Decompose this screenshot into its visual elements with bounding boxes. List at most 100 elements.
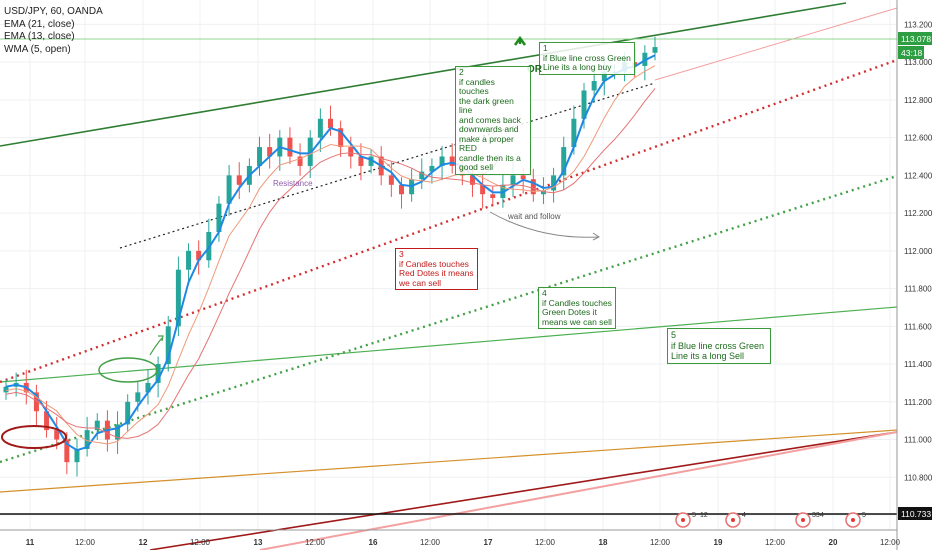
green-trend-line xyxy=(0,306,898,383)
candle xyxy=(115,411,121,454)
note-4-line: Green Dotes it xyxy=(542,307,597,317)
ema21-line xyxy=(5,88,656,439)
x-tick-label: 12:00 xyxy=(650,538,671,547)
legend-symbol[interactable]: USD/JPY, 60, OANDA xyxy=(4,6,103,17)
current-price-badge-text: 113.078 xyxy=(901,34,931,44)
black-dotted-line xyxy=(119,82,656,249)
candle-body xyxy=(155,364,161,383)
note-5-line: if Blue line cross Green xyxy=(671,340,765,351)
event-markers: 5 12 4 33 4 5 xyxy=(675,512,866,528)
current-price-badge-bg xyxy=(898,32,932,45)
candle xyxy=(125,394,131,432)
candle xyxy=(642,45,648,81)
note-1-line: 1 xyxy=(543,43,548,53)
candle-body xyxy=(236,175,242,185)
candle-body xyxy=(135,392,141,402)
note-4-line: means we can sell xyxy=(542,316,612,327)
event-count: 12 xyxy=(700,512,708,519)
candle-body xyxy=(44,411,50,431)
note-4[interactable]: 4 if Candles touches Green Dotes it mean… xyxy=(538,287,616,329)
note-5[interactable]: 5 if Blue line cross Green Line its a lo… xyxy=(667,328,771,364)
candle xyxy=(186,243,192,282)
candle xyxy=(236,162,242,200)
countdown-badge-bg xyxy=(898,46,924,59)
candle-body xyxy=(54,430,60,440)
level-price-badge[interactable]: 110.733 xyxy=(898,507,932,520)
event-marker[interactable]: 5 12 xyxy=(675,512,708,528)
candle xyxy=(33,384,39,426)
candle-body xyxy=(338,128,344,148)
y-tick-label: 113.200 xyxy=(904,20,932,29)
legend-wma5[interactable]: WMA (5, open) xyxy=(4,43,71,55)
countdown-badge-text: 43:18 xyxy=(901,48,923,58)
candle xyxy=(317,108,323,152)
note-1[interactable]: 1 if Blue line cross Green Line its a lo… xyxy=(539,42,635,75)
candle xyxy=(44,400,50,438)
candle-body xyxy=(115,424,121,440)
x-tick-label: 20 xyxy=(829,538,838,547)
drawing-markups xyxy=(1,35,600,449)
candle-body xyxy=(551,175,557,191)
candle-body xyxy=(439,156,445,166)
x-tick-label: 12:00 xyxy=(765,538,786,547)
green-arrow xyxy=(149,337,163,356)
note-3[interactable]: 3 if Candles touches Red Dotes it means … xyxy=(395,248,478,290)
candle-body xyxy=(3,386,9,393)
event-count: 5 xyxy=(862,512,866,519)
candle-body xyxy=(348,147,354,157)
y-tick-label: 111.600 xyxy=(904,322,932,331)
x-tick-label: 18 xyxy=(599,538,608,547)
candle xyxy=(155,356,161,398)
candle-body xyxy=(540,190,546,195)
x-tick-label: 12:00 xyxy=(75,538,96,547)
x-tick-label: 12:00 xyxy=(535,538,556,547)
note-1-line: Line its a long buy xyxy=(543,62,612,72)
wait-label: wait and follow xyxy=(508,212,561,221)
candle-body xyxy=(601,71,607,82)
candle-body xyxy=(490,194,496,199)
candle xyxy=(388,162,394,197)
note-2[interactable]: 2 if candles touches the dark green line… xyxy=(455,66,531,175)
candle xyxy=(165,315,171,372)
candle-body xyxy=(480,184,486,195)
event-count: 33 xyxy=(812,512,820,519)
candle xyxy=(398,177,404,209)
up-arrow-icon xyxy=(513,35,527,46)
candle-body xyxy=(510,175,516,185)
event-icon-dot xyxy=(801,518,805,522)
y-tick-label: 112.200 xyxy=(904,209,932,218)
pink-line xyxy=(259,431,898,550)
candle-body xyxy=(581,90,587,119)
y-tick-label: 111.000 xyxy=(904,436,932,445)
legend-ema21[interactable]: EMA (21, close) xyxy=(4,18,75,30)
candle-body xyxy=(287,137,293,157)
candle-body xyxy=(449,156,455,166)
dark-green-channel-line xyxy=(0,2,847,147)
candle-body xyxy=(530,179,536,195)
note-2-line: and comes back xyxy=(459,114,521,125)
countdown-badge[interactable]: 43:18 xyxy=(898,46,924,59)
event-marker[interactable]: 33 4 xyxy=(795,512,824,528)
current-price-badge[interactable]: 113.078 xyxy=(898,32,932,45)
candle-body xyxy=(591,81,597,91)
candle-body xyxy=(520,175,526,180)
orange-line xyxy=(0,429,898,493)
event-marker[interactable]: 5 xyxy=(845,512,866,528)
candle xyxy=(145,369,151,405)
pink-thin-line xyxy=(654,7,898,81)
note-2-line: if candles touches xyxy=(459,76,495,96)
legend-ema13[interactable]: EMA (13, close) xyxy=(4,31,75,42)
note-2-line: candle then its a xyxy=(459,152,521,163)
candle xyxy=(449,143,455,174)
note-3-line: we can sell xyxy=(399,277,442,288)
candle-body xyxy=(652,47,658,53)
candle xyxy=(84,416,90,457)
note-4-line: 4 xyxy=(542,288,547,298)
candle-body xyxy=(196,250,202,261)
candle xyxy=(94,413,100,440)
y-tick-label: 113.000 xyxy=(904,58,932,67)
event-marker[interactable]: 4 xyxy=(725,512,746,528)
candle xyxy=(74,438,80,477)
